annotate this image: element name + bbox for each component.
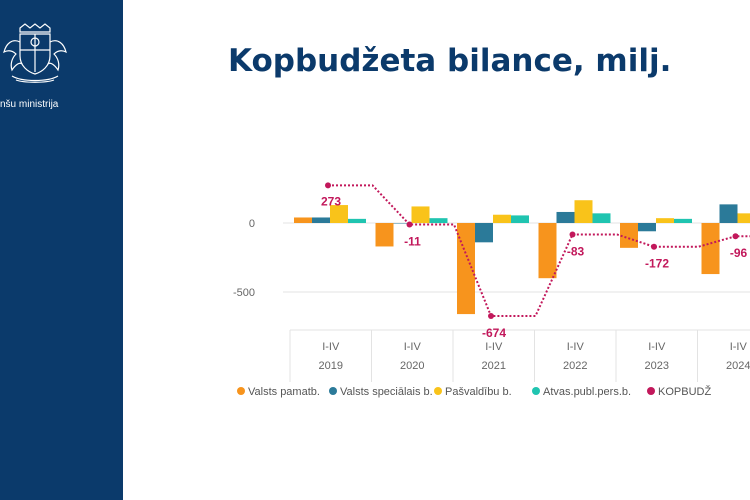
bar <box>701 223 720 275</box>
legend-marker <box>237 387 245 395</box>
ministry-name: nšu ministrija <box>0 99 59 110</box>
bar <box>312 217 330 223</box>
category-label: I-IV <box>648 341 666 353</box>
bar <box>411 206 430 223</box>
data-point <box>406 221 413 228</box>
bar <box>538 223 557 279</box>
data-label: -11 <box>404 235 421 249</box>
bar <box>656 218 674 223</box>
category-label: I-IV <box>404 341 422 353</box>
category-label: 2020 <box>400 360 424 372</box>
data-label: -83 <box>567 244 585 258</box>
data-point <box>732 233 739 240</box>
data-point <box>488 313 494 320</box>
category-label: I-IV <box>567 341 585 353</box>
bar <box>620 223 638 248</box>
data-label: -674 <box>482 326 506 340</box>
data-label: -96 <box>730 246 748 260</box>
legend-marker <box>532 387 540 395</box>
legend-entry: KOPBUDŽ <box>658 385 711 398</box>
y-tick-label: 0 <box>249 218 255 230</box>
sidebar: nšu ministrija <box>0 0 123 500</box>
bar <box>493 214 511 223</box>
category-label: I-IV <box>730 341 748 353</box>
category-label: 2019 <box>319 360 343 372</box>
legend-marker <box>647 387 655 395</box>
bar <box>719 204 738 223</box>
chart: 0 -500 I-IV 2019 I-IV 2020 I-IV 2021 I-IV 2022 I-I… <box>233 182 750 398</box>
bar <box>674 218 692 223</box>
data-point <box>325 182 331 189</box>
slide-title: Kopbudžeta bilance, milj. <box>228 43 672 79</box>
bar <box>737 213 750 223</box>
bar <box>511 215 529 223</box>
step-line <box>328 184 750 318</box>
bar <box>457 223 475 315</box>
bar <box>294 217 312 223</box>
legend-entry: Pašvaldību b. <box>445 386 512 398</box>
bar <box>429 218 448 223</box>
data-point <box>651 243 657 250</box>
data-label: 273 <box>321 194 341 208</box>
legend-entry: Valsts pamatb. <box>248 386 320 398</box>
category-label: 2021 <box>482 360 506 372</box>
data-point <box>569 231 576 238</box>
coat-of-arms-icon <box>3 23 67 83</box>
legend-marker <box>329 387 337 395</box>
legend-entry: Valsts speciālais b. <box>340 386 433 398</box>
y-tick-label: -500 <box>233 287 255 299</box>
legend-marker <box>434 387 442 395</box>
category-label: I-IV <box>485 341 503 353</box>
bar <box>638 223 656 232</box>
category-label: 2023 <box>645 360 669 372</box>
category-label: I-IV <box>322 341 340 353</box>
bar <box>330 205 348 223</box>
bar <box>348 218 366 223</box>
data-label: -172 <box>645 257 669 271</box>
category-label: 2022 <box>563 360 587 372</box>
bar <box>393 223 412 224</box>
legend-entry: Atvas.publ.pers.b. <box>543 386 631 398</box>
bar <box>574 200 593 223</box>
bar <box>375 223 394 247</box>
bar <box>475 223 493 243</box>
category-label: 2024 <box>726 360 750 372</box>
bar <box>556 211 575 223</box>
bar <box>592 213 611 223</box>
